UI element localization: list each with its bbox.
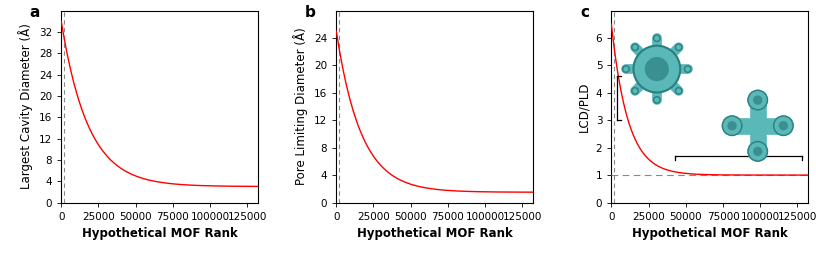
Circle shape — [633, 46, 681, 93]
X-axis label: Hypothetical MOF Rank: Hypothetical MOF Rank — [357, 227, 512, 240]
Y-axis label: Pore Limiting Diameter (Å): Pore Limiting Diameter (Å) — [294, 28, 308, 185]
X-axis label: Hypothetical MOF Rank: Hypothetical MOF Rank — [82, 227, 237, 240]
Circle shape — [676, 44, 682, 50]
Text: b: b — [305, 5, 316, 20]
Circle shape — [654, 97, 660, 103]
Y-axis label: LCD/PLD: LCD/PLD — [577, 81, 590, 132]
Circle shape — [754, 147, 761, 155]
Text: c: c — [580, 5, 589, 20]
Circle shape — [722, 116, 742, 135]
Circle shape — [754, 96, 761, 104]
Circle shape — [654, 35, 660, 42]
X-axis label: Hypothetical MOF Rank: Hypothetical MOF Rank — [632, 227, 787, 240]
Circle shape — [728, 122, 736, 130]
Circle shape — [779, 122, 787, 130]
Circle shape — [685, 66, 691, 72]
Circle shape — [632, 88, 638, 94]
Circle shape — [748, 90, 768, 110]
Circle shape — [632, 44, 638, 50]
Circle shape — [749, 117, 766, 135]
Circle shape — [623, 66, 629, 72]
Circle shape — [645, 58, 668, 80]
Text: a: a — [29, 5, 40, 20]
Circle shape — [774, 116, 793, 135]
Circle shape — [676, 88, 682, 94]
Y-axis label: Largest Cavity Diameter (Å): Largest Cavity Diameter (Å) — [19, 24, 33, 189]
Circle shape — [748, 142, 768, 161]
